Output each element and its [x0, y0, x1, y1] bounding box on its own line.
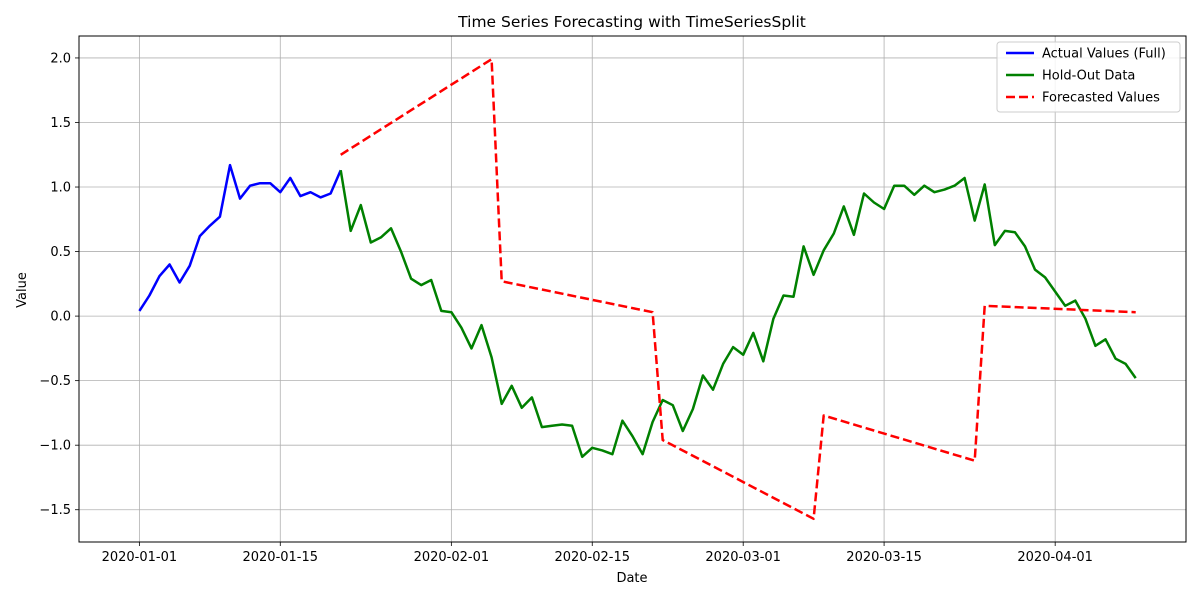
plot-area: [78, 35, 1187, 543]
series-layer: [138, 57, 1137, 521]
legend-label-hold-out-data: Hold-Out Data: [1042, 69, 1135, 84]
y-tick-label: 0.0: [50, 310, 71, 325]
legend-box: [996, 41, 1181, 113]
y-tick-label: −0.5: [39, 374, 71, 389]
x-tick-label: 2020-02-01: [414, 550, 490, 565]
x-tick-label: 2020-02-15: [554, 550, 630, 565]
x-axis: 2020-01-01 2020-01-15 2020-02-01 2020-02-15…: [102, 542, 1093, 565]
series-line-forecasted-values: [340, 57, 1136, 521]
plot-frame: [78, 35, 1187, 543]
y-tick-label: −1.5: [39, 503, 71, 518]
y-tick-label: 1.0: [50, 181, 71, 196]
x-tick-label: 2020-03-15: [846, 550, 922, 565]
series-line-actual-values-full: [138, 163, 342, 312]
x-tick-label: 2020-01-01: [102, 550, 178, 565]
y-axis: −1.5 −1.0 −0.5 0.0 0.5 1.0 1.5 2.0: [39, 51, 79, 518]
grid-lines: [79, 36, 1186, 542]
y-tick-label: 0.5: [50, 245, 71, 260]
chart-title: Time Series Forecasting with TimeSeriesS…: [457, 13, 806, 31]
legend-label-forecasted-values: Forecasted Values: [1042, 91, 1160, 106]
y-tick-label: −1.0: [39, 439, 71, 454]
x-axis-title: Date: [616, 571, 647, 586]
x-tick-label: 2020-03-01: [705, 550, 781, 565]
y-tick-label: 1.5: [50, 116, 71, 131]
legend-label-actual-values-full: Actual Values (Full): [1042, 47, 1166, 62]
y-tick-label: 2.0: [50, 51, 71, 66]
x-tick-label: 2020-01-15: [242, 550, 318, 565]
y-axis-title: Value: [15, 272, 30, 308]
legend: Actual Values (Full) Hold-Out Data Forecas…: [996, 41, 1181, 113]
series-line-hold-out-data: [339, 169, 1137, 459]
x-tick-label: 2020-04-01: [1017, 550, 1093, 565]
plot-background: [79, 36, 1186, 542]
